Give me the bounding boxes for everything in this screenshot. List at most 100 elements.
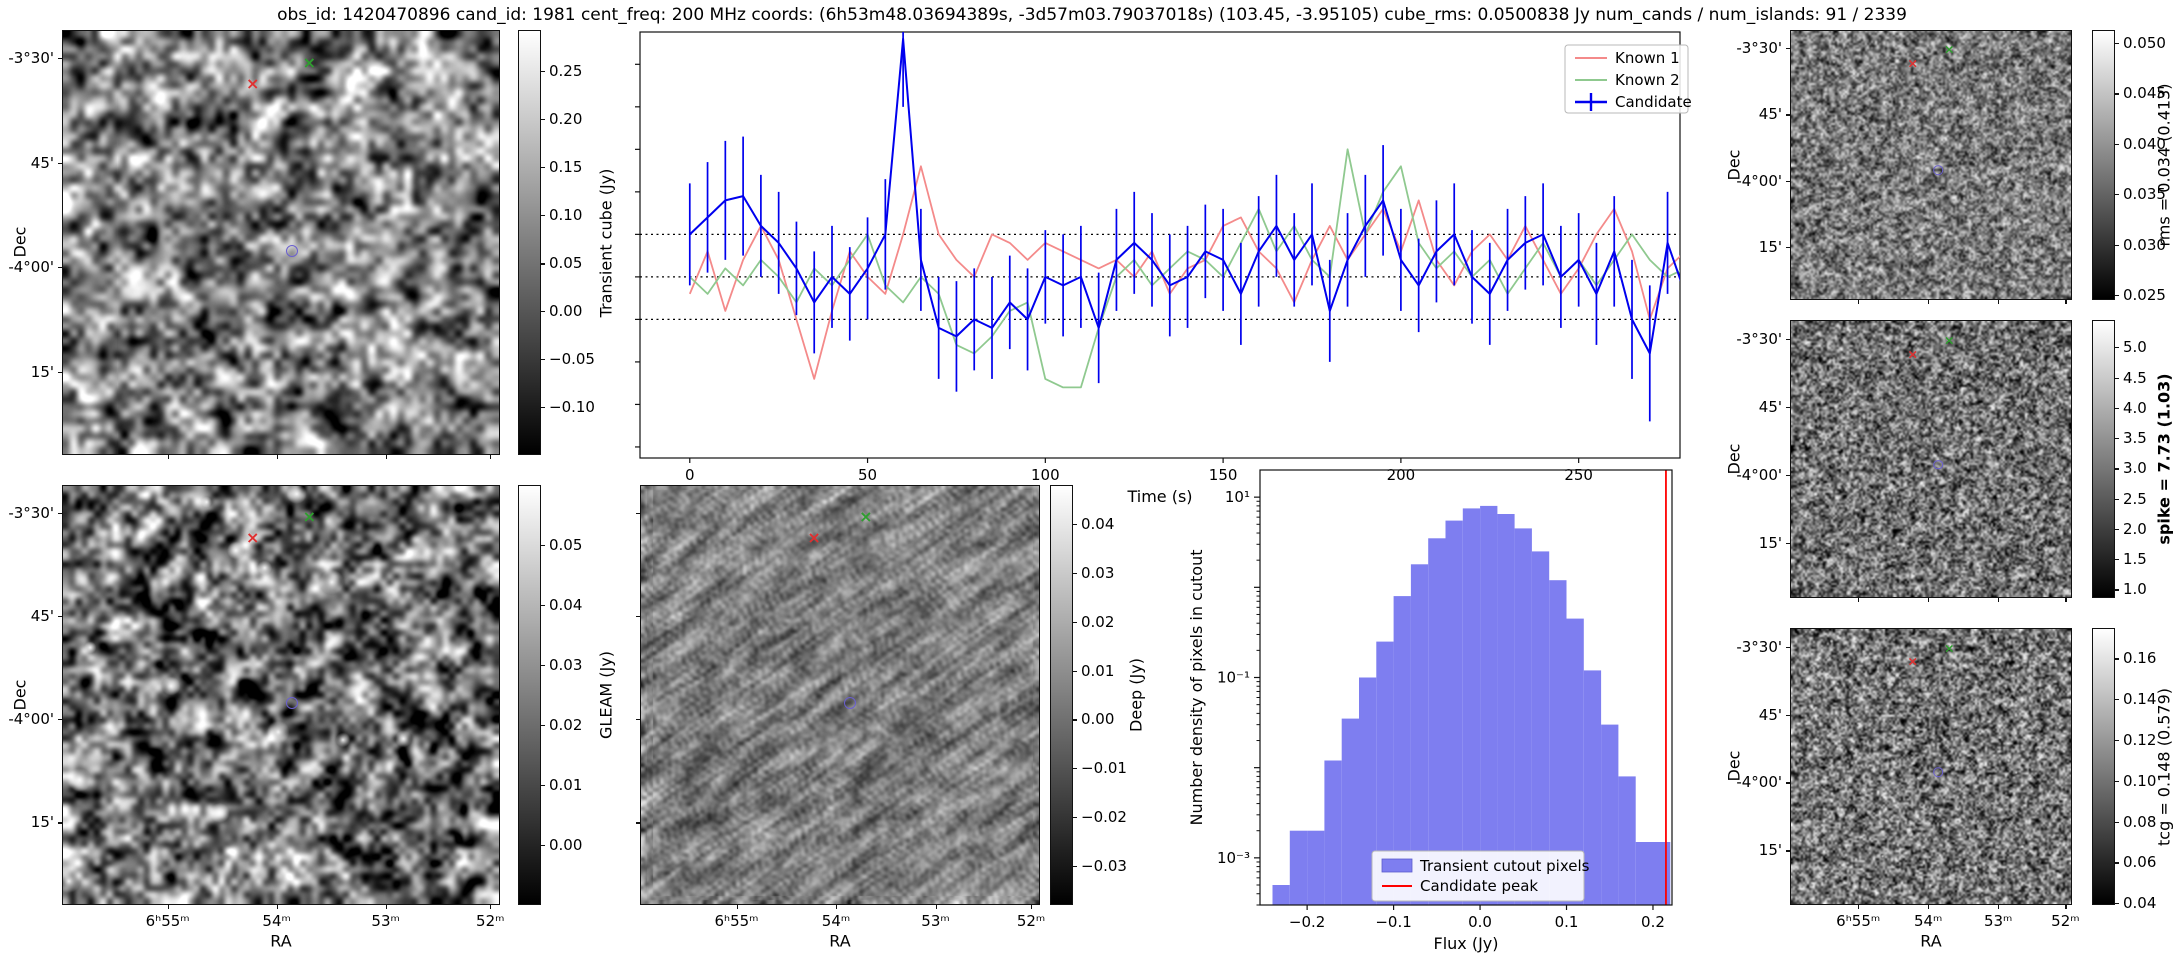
known2-source-marker: × — [1943, 641, 1955, 657]
rms-colorbar-tick — [2115, 294, 2119, 297]
spike-colorbar-tick-label: 4.5 — [2123, 368, 2147, 387]
histogram-bar — [1341, 718, 1359, 905]
colorbar-spike: 5.0 4.5 4.0 3.5 3.0 2.5 2.0 1.5 1.0 spike = 7.73 … — [2092, 320, 2174, 598]
colorbar-transient: 0.25 0.20 0.15 0.10 0.05 0.00 −0.05 −0.10 Transi… — [518, 30, 616, 455]
rms-colorbar-tick — [2115, 244, 2119, 246]
spike-colorbar-tick — [2115, 468, 2119, 470]
dec-tick-label: 45' — [1758, 105, 1782, 124]
spike-colorbar-tick — [2115, 559, 2119, 561]
deep-colorbar-tick — [1073, 572, 1077, 574]
ra-tick-label: 52ᵐ — [476, 912, 505, 930]
histogram-bar — [1307, 830, 1325, 905]
ra-tick-label: 53ᵐ — [371, 912, 400, 930]
dec-tick — [1786, 782, 1791, 784]
histogram-bar — [1393, 596, 1411, 905]
dec-tick — [58, 58, 63, 60]
dec-tick-label: 15' — [1758, 534, 1782, 553]
lightcurve-x-tick-label: 150 — [1209, 466, 1238, 484]
ra-tick — [1858, 299, 1860, 304]
dec-tick — [636, 719, 641, 721]
dec-axis-label-transient: Dec — [10, 226, 30, 258]
spike-colorbar-tick — [2115, 407, 2119, 410]
panel-deep-cutout: 6ʰ55ᵐ 54ᵐ 53ᵐ 52ᵐ × × — [636, 485, 1045, 930]
dec-axis-label-rms: Dec — [1724, 149, 1744, 181]
histogram-bar — [1480, 505, 1498, 905]
ra-tick — [836, 904, 838, 909]
gleam-colorbar-tick-label: 0.05 — [549, 536, 583, 555]
tcg-cutout-image — [1791, 629, 2071, 904]
dec-tick-label: -4°00' — [8, 710, 54, 729]
ra-tick — [736, 904, 738, 909]
candidate-source-marker — [1933, 165, 1943, 176]
histogram-bar — [1445, 520, 1463, 905]
tcg-colorbar-tick — [2115, 862, 2119, 864]
legend-series-label: Candidate — [1615, 93, 1692, 111]
deep-colorbar-tick — [1073, 621, 1077, 624]
gleam-colorbar-tick — [541, 665, 545, 667]
tcg-colorbar-tick — [2115, 658, 2119, 660]
gleam-colorbar-label: GLEAM (Jy) — [596, 651, 616, 739]
known2-source-marker: × — [1943, 42, 1955, 58]
transient-colorbar-tick-label: 0.20 — [549, 110, 583, 129]
histogram-x-tick-label: 0.2 — [1641, 913, 1665, 931]
deep-colorbar-tick-label: −0.02 — [1081, 808, 1127, 827]
dec-tick-label: 45' — [30, 153, 54, 172]
gleam-colorbar-tick-label: 0.01 — [549, 775, 583, 794]
known1-source-marker: × — [807, 528, 821, 548]
ra-tick-label: 52ᵐ — [1016, 912, 1046, 930]
spike-colorbar-tick-label: 1.5 — [2123, 550, 2147, 569]
panel-tcg-cutout: -3°30' 45' -4°00' 15' 6ʰ55ᵐ 54ᵐ 53ᵐ 52ᵐ × × — [1736, 628, 2080, 930]
spike-colorbar-gradient — [2092, 320, 2115, 598]
histogram-legend: Transient cutout pixels Candidate peak — [1371, 850, 1590, 902]
lightcurve-x-tick-label: 100 — [1031, 466, 1060, 484]
tcg-colorbar-tick — [2115, 739, 2119, 742]
spike-colorbar-tick-label: 3.0 — [2123, 459, 2147, 478]
tcg-colorbar-tick-label: 0.08 — [2123, 812, 2157, 831]
rms-colorbar-tick — [2115, 43, 2119, 45]
ra-tick — [935, 904, 937, 909]
lightcurve-x-tick-label: 0 — [685, 466, 695, 484]
dec-tick — [636, 615, 641, 618]
ra-tick — [490, 454, 492, 459]
histogram-bar — [1635, 842, 1653, 905]
dec-axis-label-gleam: Dec — [10, 679, 30, 711]
ra-tick-label: 54ᵐ — [262, 912, 291, 930]
known1-source-marker: × — [245, 73, 260, 93]
ra-tick — [167, 904, 169, 909]
colorbar-tcg: 0.16 0.14 0.12 0.10 0.08 0.06 0.04 tcg = 0.148 … — [2092, 628, 2174, 912]
colorbar-rms: 0.050 0.045 0.040 0.035 0.030 0.025 rms = 0.03… — [2092, 30, 2174, 304]
histogram-bar — [1376, 641, 1394, 905]
known2-source-marker: × — [302, 52, 317, 72]
candidate-source-marker — [285, 697, 298, 710]
tcg-colorbar-tick-label: 0.10 — [2123, 771, 2157, 790]
dec-tick — [636, 512, 641, 514]
deep-colorbar-tick — [1073, 817, 1077, 819]
deep-colorbar-tick-label: 0.04 — [1081, 515, 1115, 534]
rms-colorbar-tick-label: 0.045 — [2123, 84, 2166, 103]
transient-colorbar-tick-label: 0.10 — [549, 206, 583, 225]
ra-tick-label: 6ʰ55ᵐ — [145, 912, 190, 930]
deep-colorbar-tick-label: −0.01 — [1081, 759, 1127, 778]
dec-tick — [636, 822, 641, 824]
ra-tick — [1858, 597, 1860, 602]
histogram-y-tick-label: 10⁻¹ — [1217, 668, 1250, 686]
lightcurve-legend: Known 1 Known 2 Candidate — [1564, 44, 1692, 114]
dec-tick — [1786, 246, 1791, 248]
ra-tick — [276, 454, 278, 459]
ra-tick — [2065, 597, 2067, 602]
ra-tick-label: 54ᵐ — [821, 912, 851, 930]
spike-colorbar-label: spike = 7.73 (1.03) — [2154, 373, 2174, 545]
transient-colorbar-tick-label: −0.05 — [549, 349, 595, 368]
spike-colorbar-tick-label: 4.0 — [2123, 398, 2147, 417]
number-density-axis-label: Number density of pixels in cutout — [1187, 550, 1206, 826]
spike-colorbar-tick — [2115, 589, 2119, 591]
lightcurve-x-tick-label: 50 — [858, 466, 877, 484]
histogram-bar — [1497, 514, 1515, 905]
histogram-bar — [1324, 760, 1342, 905]
ra-tick-label: 52ᵐ — [2051, 912, 2080, 930]
ra-tick-label: 54ᵐ — [1913, 912, 1943, 930]
gleam-colorbar-tick — [541, 605, 545, 607]
lightcurve-series-group — [688, 32, 1680, 422]
ra-tick — [1928, 597, 1930, 602]
lightcurve-frame — [639, 31, 1681, 459]
